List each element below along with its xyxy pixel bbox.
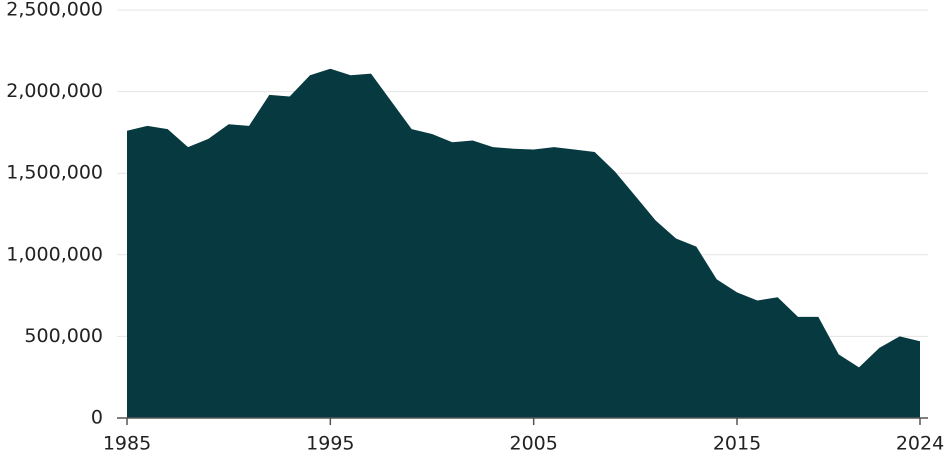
y-tick-label: 1,500,000 (6, 162, 103, 184)
x-tick-label: 2005 (509, 433, 557, 455)
y-tick-label: 0 (91, 407, 103, 429)
x-tick-label: 1995 (306, 433, 354, 455)
y-tick-label: 500,000 (24, 325, 103, 347)
y-tick-label: 2,000,000 (6, 80, 103, 102)
y-tick-label: 2,500,000 (6, 0, 103, 21)
x-tick-label: 2015 (713, 433, 761, 455)
area (127, 68, 920, 418)
x-tick-label: 1985 (103, 433, 151, 455)
y-tick-label: 1,000,000 (6, 243, 103, 265)
x-tick-label: 2024 (896, 433, 944, 455)
